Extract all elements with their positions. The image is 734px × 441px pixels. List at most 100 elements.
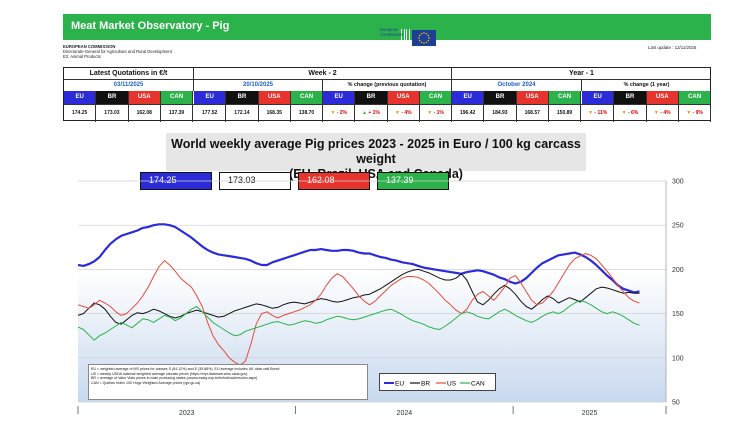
arrow-down-icon: ▼ — [394, 110, 400, 116]
legend-label-us: US — [447, 381, 457, 388]
note-eu: EU = weighted average of MS prices for c… — [91, 367, 280, 371]
last-update: Last update : 12/11/2025 — [648, 45, 696, 50]
arrow-down-icon: ▼ — [686, 110, 692, 116]
y-tick-label: 200 — [672, 267, 684, 274]
x-tick-label: 2025 — [582, 410, 598, 417]
country-header-eu: EU — [582, 91, 615, 104]
y-tick-label: 150 — [672, 311, 684, 318]
y-tick-label: 250 — [672, 223, 684, 230]
latest-value-br: 173.03 — [96, 105, 129, 122]
year1-header: Year - 1 — [452, 68, 711, 80]
country-header-br: BR — [484, 91, 517, 104]
chart-title-box: World weekly average Pig prices 2023 - 2… — [166, 133, 586, 181]
series-line-us — [77, 253, 640, 366]
series-line-can — [77, 299, 640, 341]
eu-star-icon — [420, 32, 423, 35]
country-header-can: CAN — [419, 91, 453, 104]
country-header-br: BR — [614, 91, 647, 104]
y-tick-label: 50 — [672, 400, 680, 407]
week2-pct-usa: - 4% — [401, 110, 412, 116]
year1-pct-eu: - 11% — [594, 110, 608, 116]
latest-date: 03/11/2025 — [64, 80, 194, 91]
country-header-eu: EU — [452, 91, 485, 104]
eu-star-icon — [428, 37, 430, 39]
country-header-br: BR — [96, 91, 129, 104]
country-header-usa: USA — [646, 91, 679, 104]
year1-pct-cell-can: ▼ - 9% — [679, 105, 712, 122]
notes-box: EU = weighted average of MS prices for c… — [88, 364, 368, 400]
note-us: US = weekly USDA national weighted avera… — [91, 371, 248, 376]
eu-star-icon — [427, 34, 430, 37]
eu-star-icon — [418, 34, 421, 37]
last-update-label: Last update : — [648, 45, 674, 50]
header-banner: Meat Market Observatory - Pig — [63, 14, 711, 47]
year1-pct-cell-eu: ▼ - 11% — [582, 105, 615, 122]
page-title: Meat Market Observatory - Pig — [71, 20, 230, 32]
legend-label-can: CAN — [471, 381, 485, 388]
country-header-eu: EU — [64, 91, 97, 104]
country-header-usa: USA — [516, 91, 549, 104]
country-header-usa: USA — [387, 91, 420, 104]
year1-value-can: 150.89 — [549, 105, 582, 122]
week2-pct-br: + 1% — [368, 110, 380, 116]
arrow-down-icon: ▼ — [621, 110, 627, 116]
arrow-down-icon: ▼ — [330, 110, 336, 116]
week2-value-can: 138.70 — [291, 105, 324, 122]
week2-pct-eu: - 2% — [336, 110, 347, 116]
country-header-eu: EU — [194, 91, 227, 104]
country-header-br: BR — [355, 91, 388, 104]
ec-logo-text: European Commission — [380, 27, 403, 37]
week2-pct-cell-usa: ▼ - 4% — [388, 105, 420, 122]
y-tick-label: 100 — [672, 355, 684, 362]
week2-value-eu: 177.52 — [194, 105, 227, 122]
year1-pct-br: - 6% — [627, 110, 639, 116]
note-can: CAN = Quebec Index 100 Hogs Weighted Ave… — [91, 380, 201, 385]
legend-label-eu: EU — [395, 381, 404, 388]
x-tick-label: 2024 — [397, 410, 413, 417]
year1-pct-usa: - 4% — [660, 110, 671, 116]
year1-value-eu: 196.42 — [452, 105, 485, 122]
latest-header: Latest Quotations in €/t — [64, 68, 194, 80]
note-br: BR = average of Valor Visto prices in ma… — [91, 376, 258, 381]
eu-star-icon — [420, 41, 423, 44]
week2-pct-can: - 1% — [433, 110, 444, 116]
arrow-up-icon: ▲ — [362, 110, 367, 116]
ec-logo-building-icon — [401, 29, 411, 47]
country-header-br: BR — [226, 91, 259, 104]
y-tick-label: 300 — [672, 179, 684, 186]
eu-star-icon — [418, 39, 421, 42]
commission-name: EUROPEAN COMMISSION — [63, 44, 116, 49]
chart-title: World weekly average Pig prices 2023 - 2… — [171, 137, 581, 166]
arrow-down-icon: ▼ — [427, 110, 433, 116]
year1-pct-can: - 9% — [692, 110, 703, 116]
eu-stars-icon — [418, 32, 430, 44]
country-header-can: CAN — [160, 91, 194, 104]
chart-legend: EU BR US CAN — [379, 373, 496, 391]
week2-pct-cell-br: ▲ + 1% — [355, 105, 388, 122]
eu-star-icon — [425, 41, 428, 44]
year1-value-usa: 168.57 — [517, 105, 549, 122]
unit-name: E3. Animal Products — [63, 54, 101, 59]
week2-pct-cell-eu: ▼ - 2% — [323, 105, 356, 122]
year1-pct-cell-br: ▼ - 6% — [614, 105, 647, 122]
eu-star-icon — [423, 32, 425, 34]
week2-pct-cell-can: ▼ - 1% — [420, 105, 453, 122]
year1-pct-label: % change (1 year) — [623, 82, 670, 88]
year1-value-br: 184.93 — [484, 105, 517, 122]
year1-date: October 2024 — [452, 80, 582, 91]
week2-pct-label: % change (previous quotation) — [323, 80, 452, 91]
country-header-usa: USA — [258, 91, 291, 104]
week2-header: Week - 2 — [194, 68, 452, 80]
eu-star-icon — [425, 32, 428, 35]
ec-name2: Commission — [380, 32, 404, 37]
legend-label-br: BR — [421, 381, 430, 388]
country-row: EU BR USA CAN EU BR USA CAN EU BR USA CAN EU BR USA CAN… — [64, 91, 712, 104]
latest-value-eu: 174.25 — [64, 105, 97, 122]
series-line-br — [77, 268, 640, 325]
eu-star-icon — [418, 37, 420, 39]
eu-flag-icon — [412, 30, 436, 46]
header-meta: EUROPEAN COMMISSION Directorate-General … — [63, 44, 172, 59]
eu-star-icon — [423, 42, 425, 44]
country-header-can: CAN — [290, 91, 324, 104]
quotation-table: Latest Quotations in €/t Week - 2 Year -… — [63, 67, 712, 122]
